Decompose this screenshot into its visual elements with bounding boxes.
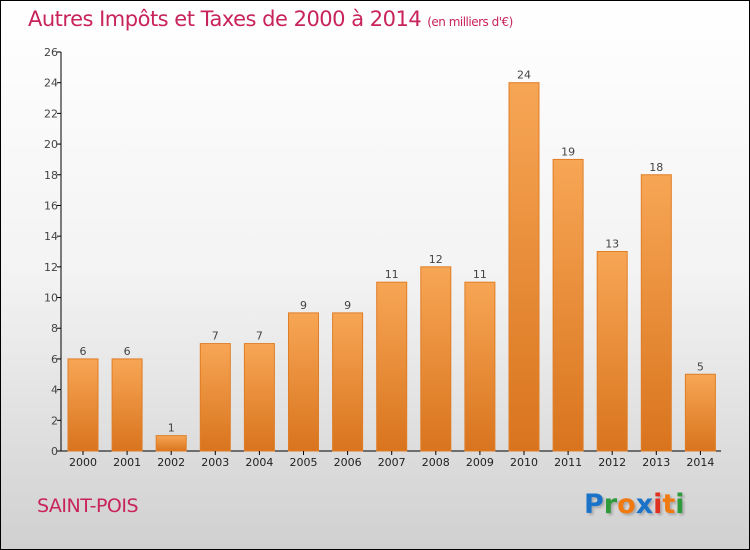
bar-2005 [288,312,319,452]
logo-letter: t [662,489,676,520]
data-label: 7 [256,330,263,343]
data-label: 18 [649,161,663,174]
data-label: 24 [517,69,531,82]
logo-letter: i [675,489,685,520]
logo-letter: r [603,489,618,520]
x-tick-label: 2010 [510,456,538,469]
data-label: 19 [561,145,575,158]
y-tick-label: 2 [51,414,58,427]
logo-letter: x [635,489,654,520]
bar-2007 [376,281,408,452]
data-label: 12 [429,253,443,266]
bar-2002 [155,435,187,452]
bar-2004 [243,343,275,452]
bar-2011 [552,158,584,452]
data-label: 11 [385,268,399,281]
y-tick-label: 4 [51,384,58,397]
x-tick-label: 2001 [113,456,141,469]
city-name: SAINT-POIS [37,495,139,517]
x-tick-label: 2009 [466,456,494,469]
y-tick-label: 10 [44,292,58,305]
bar-2012 [596,251,628,452]
chart-subtitle: (en milliers d'€) [427,15,513,29]
bar-2006 [332,312,364,452]
y-tick-label: 0 [51,445,58,458]
logo-letter: o [617,489,636,520]
x-tick-label: 2003 [201,456,229,469]
bar-2010 [508,82,540,452]
data-label: 9 [344,299,351,312]
chart-title: Autres Impôts et Taxes de 2000 à 2014 (en… [28,7,513,31]
bar-2003 [199,343,231,452]
bar-2008 [420,266,452,452]
x-tick-label: 2006 [334,456,362,469]
x-tick-label: 2000 [69,456,97,469]
x-tick-label: 2002 [157,456,185,469]
logo-letter: i [653,489,663,520]
bar-2014 [684,373,716,452]
y-tick-label: 22 [44,107,58,120]
x-tick-label: 2014 [686,456,714,469]
data-label: 5 [697,360,704,373]
x-tick-label: 2012 [598,456,626,469]
data-label: 9 [300,299,307,312]
data-label: 6 [124,345,131,358]
title-text: Autres Impôts et Taxes de 2000 à 2014 [28,7,422,31]
bar-2009 [464,281,496,452]
y-tick-label: 14 [44,230,58,243]
proxiti-logo: Proxiti [584,489,685,520]
y-tick-label: 20 [44,138,58,151]
x-tick-label: 2005 [290,456,318,469]
y-tick-label: 12 [44,261,58,274]
y-tick-label: 26 [44,46,58,59]
data-label: 1 [168,422,175,435]
y-tick-label: 16 [44,199,58,212]
data-label: 13 [605,238,619,251]
x-tick-label: 2004 [245,456,273,469]
data-label: 6 [80,345,87,358]
y-tick-label: 18 [44,169,58,182]
bar-2000 [67,358,99,452]
bar-2001 [111,358,143,452]
y-tick-label: 24 [44,77,58,90]
x-tick-label: 2013 [642,456,670,469]
logo-letter: P [584,489,604,520]
data-label: 11 [473,268,487,281]
y-tick-label: 8 [51,322,58,335]
bar-2013 [640,174,672,452]
y-tick-label: 6 [51,353,58,366]
data-label: 7 [212,330,219,343]
x-tick-label: 2008 [422,456,450,469]
x-tick-label: 2011 [554,456,582,469]
x-tick-label: 2007 [378,456,406,469]
